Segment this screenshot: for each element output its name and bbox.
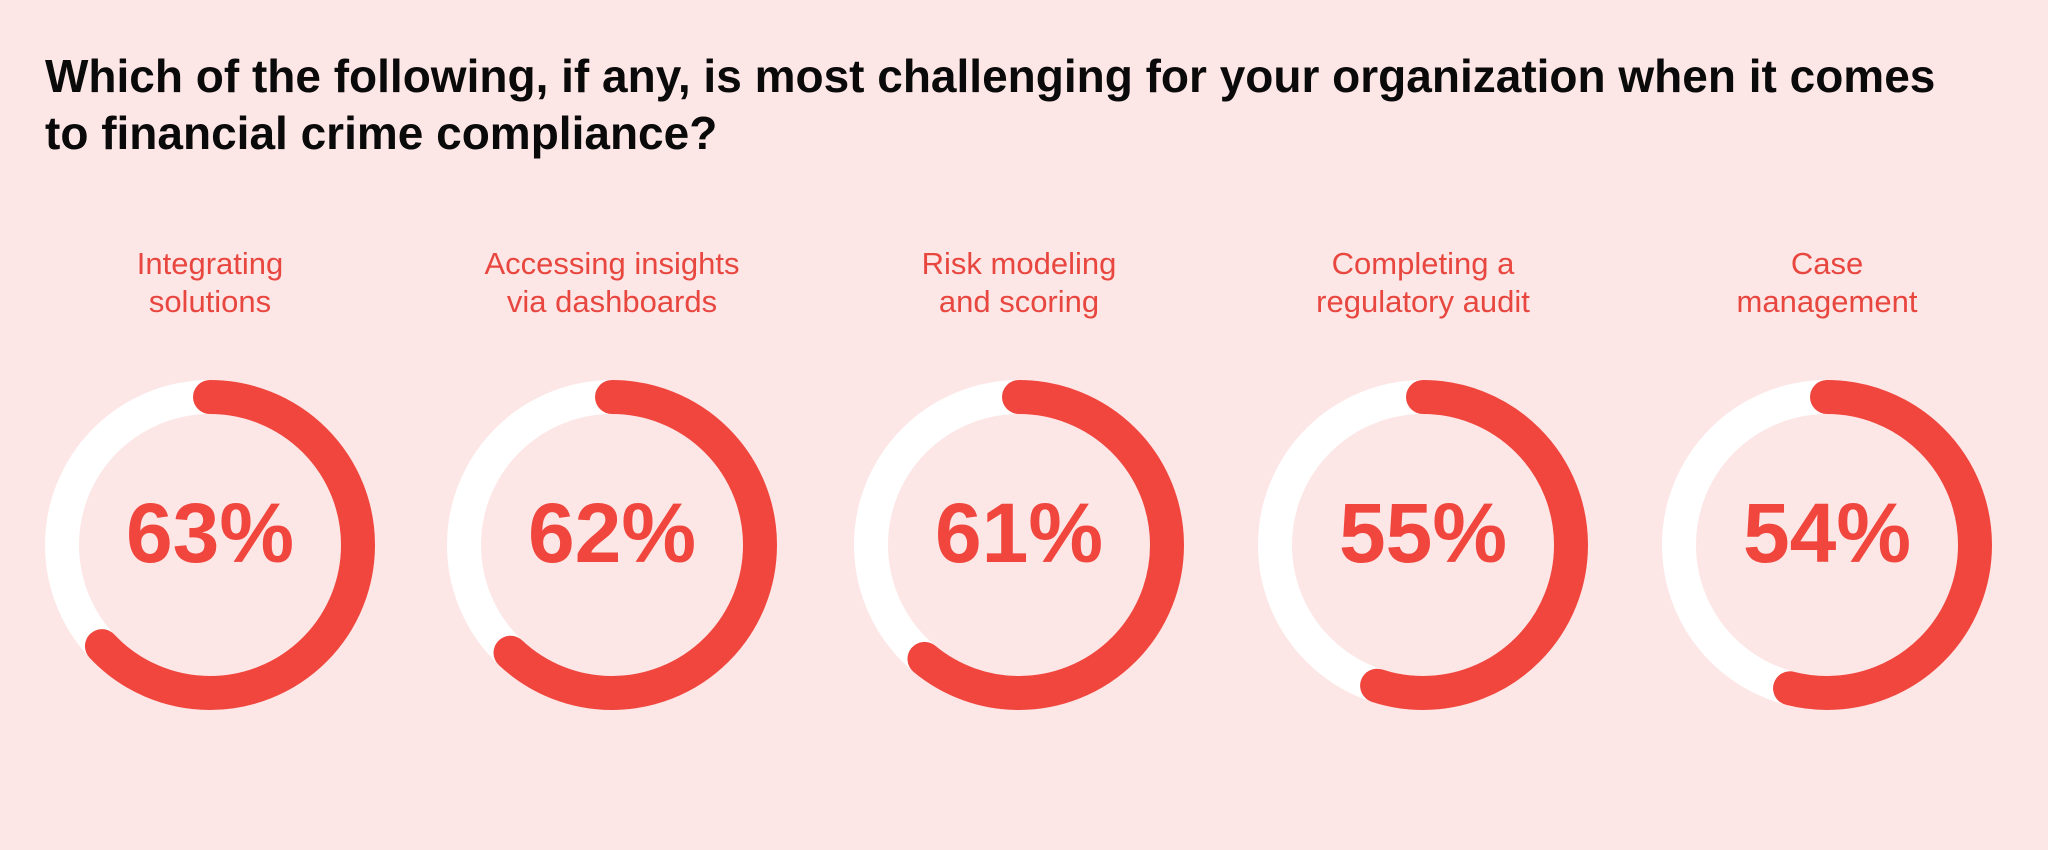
donut-ring	[854, 380, 1184, 710]
donut-chart-accessing-insights: Accessing insights via dashboards 62%	[432, 245, 792, 725]
donut-chart-regulatory-audit: Completing a regulatory audit 55%	[1243, 245, 1603, 725]
donut-value: 54%	[1742, 486, 1912, 580]
donut-value: 63%	[125, 486, 295, 580]
donut-chart-integrating-solutions: Integrating solutions 63%	[30, 245, 390, 725]
donut-arc	[1258, 380, 1588, 710]
donut-label: Risk modeling and scoring	[921, 246, 1117, 319]
donut-arc	[854, 380, 1184, 710]
donut-label: Accessing insights via dashboards	[484, 246, 740, 319]
donut-value: 61%	[934, 486, 1104, 580]
donut-label: Integrating solutions	[136, 246, 284, 319]
donut-arc	[45, 380, 375, 710]
donut-value: 62%	[527, 486, 697, 580]
donut-value: 55%	[1338, 486, 1508, 580]
donut-ring	[447, 380, 777, 710]
donut-label: Completing a regulatory audit	[1316, 246, 1530, 319]
donut-arc	[447, 380, 777, 710]
donut-arc	[1662, 380, 1992, 710]
donut-chart-risk-modeling: Risk modeling and scoring 61%	[839, 245, 1199, 725]
donut-chart-case-management: Case management 54%	[1647, 245, 2007, 725]
donut-label: Case management	[1736, 246, 1918, 319]
donut-ring	[1258, 380, 1588, 710]
donut-ring	[45, 380, 375, 710]
chart-title: Which of the following, if any, is most …	[45, 50, 1936, 159]
donut-ring	[1662, 380, 1992, 710]
